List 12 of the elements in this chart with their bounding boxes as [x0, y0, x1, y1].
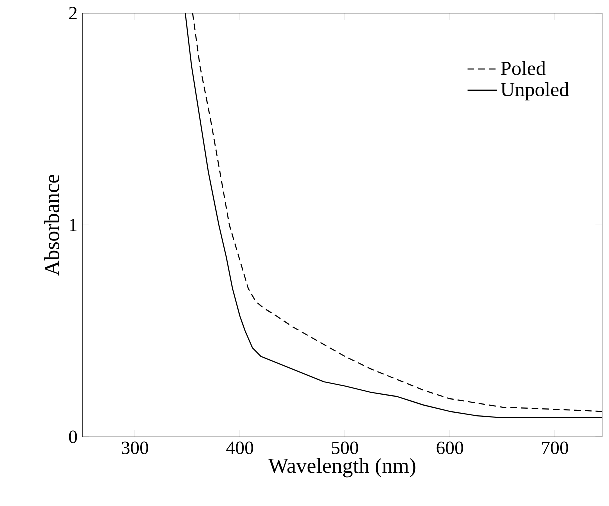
x-tick-label: 700	[542, 442, 568, 454]
y-tick-label: 1	[70, 218, 77, 232]
x-axis-title: Wavelength (nm)	[268, 458, 416, 478]
y-tick-label: 2	[69, 6, 77, 20]
x-tick-label: 600	[436, 442, 464, 454]
x-tick-label: 300	[122, 442, 148, 454]
legend-label: Poled	[501, 61, 546, 76]
legend-label: Unpoled	[501, 82, 570, 100]
y-axis-title: Absorbance	[44, 174, 60, 276]
x-tick-label: 400	[226, 442, 254, 454]
y-tick-label: 0	[69, 430, 78, 444]
x-tick-label: 500	[332, 442, 358, 454]
